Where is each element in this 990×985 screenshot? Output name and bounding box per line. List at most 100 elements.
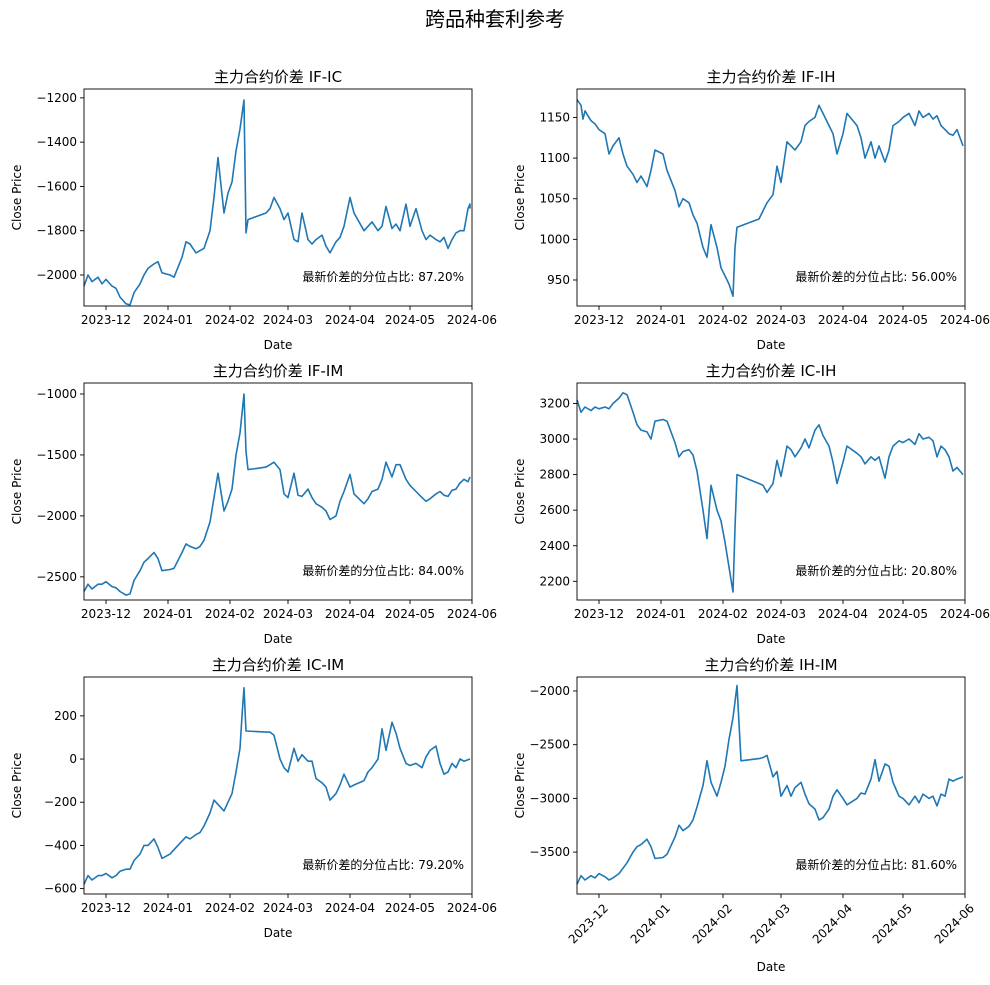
y-axis-label: Close Price [10, 165, 24, 231]
y-tick-label: 1100 [539, 151, 570, 165]
axes-frame [576, 676, 966, 895]
y-tick-label: −1600 [36, 179, 77, 193]
subplot-title: 主力合约价差 IH-IM [704, 656, 837, 674]
x-tick-label: 2024-04 [818, 607, 868, 621]
x-tick-label: 2024-03 [263, 607, 313, 621]
x-tick-label: 2024-01 [143, 901, 193, 915]
y-tick-label: 2600 [539, 503, 570, 517]
subplot-1: −2000 −1800 −1600 −1400 −1200 2023-12 2024-01 2… [10, 68, 497, 352]
x-tick-label: 2024-02 [698, 313, 748, 327]
x-tick-label: 2024-06 [940, 313, 990, 327]
subplot-5: −600 −400 −200 0 200 2023-12 2024-01 2024-02 202… [10, 656, 497, 940]
x-tick-label: 2023-12 [81, 313, 131, 327]
y-tick-label: 1050 [539, 192, 570, 206]
x-tick-label: 2024-04 [325, 313, 375, 327]
x-tick-label: 2024-05 [385, 607, 435, 621]
x-tick-label: 2024-06 [447, 607, 497, 621]
y-axis-label: Close Price [513, 165, 527, 231]
percentile-annotation: 最新价差的分位占比: 20.80% [795, 563, 957, 578]
figure-title: 跨品种套利参考 [425, 7, 565, 31]
y-tick-label: −1500 [36, 448, 77, 462]
axes-frame [83, 382, 473, 601]
y-tick-label: 200 [54, 709, 77, 723]
subplot-title: 主力合约价差 IC-IH [706, 362, 837, 380]
x-tick-label: 2023-12 [81, 901, 131, 915]
x-tick-label: 2023-12 [574, 607, 624, 621]
percentile-annotation: 最新价差的分位占比: 87.20% [302, 269, 464, 284]
x-axis-label: Date [757, 632, 786, 646]
x-tick-label: 2024-01 [636, 313, 686, 327]
x-tick-label: 2024-04 [818, 313, 868, 327]
percentile-annotation: 最新价差的分位占比: 81.60% [795, 857, 957, 872]
y-axis-label: Close Price [513, 459, 527, 525]
x-tick-label: 2024-03 [263, 313, 313, 327]
subplot-title: 主力合约价差 IF-IC [214, 68, 342, 86]
x-tick-label: 2024-03 [756, 313, 806, 327]
y-tick-label: 950 [547, 273, 570, 287]
x-tick-label: 2024-01 [143, 313, 193, 327]
x-axis-label: Date [264, 926, 293, 940]
y-axis-label: Close Price [513, 753, 527, 819]
y-tick-label: 2200 [539, 574, 570, 588]
x-tick-label: 2023-12 [81, 607, 131, 621]
axes-frame [83, 88, 473, 307]
y-tick-label: 1000 [539, 232, 570, 246]
percentile-annotation: 最新价差的分位占比: 56.00% [795, 269, 957, 284]
x-tick-label: 2024-02 [205, 901, 255, 915]
y-tick-label: −2000 [36, 509, 77, 523]
axes-frame [576, 88, 966, 307]
x-axis-label: Date [264, 632, 293, 646]
y-tick-label: −3500 [529, 845, 570, 859]
x-tick-label: 2024-05 [385, 313, 435, 327]
y-axis-label: Close Price [10, 753, 24, 819]
series-line-1 [576, 99, 964, 297]
x-axis-label: Date [757, 338, 786, 352]
x-axis-label: Date [264, 338, 293, 352]
series-line-1 [576, 392, 964, 593]
series-line-1 [83, 687, 471, 885]
subplot-title: 主力合约价差 IC-IM [212, 656, 344, 674]
y-tick-label: −2500 [36, 570, 77, 584]
subplot-title: 主力合约价差 IF-IH [707, 68, 836, 86]
y-tick-label: −2000 [36, 268, 77, 282]
axes-frame [83, 676, 473, 895]
x-tick-label: 2024-05 [385, 901, 435, 915]
y-axis-label: Close Price [10, 459, 24, 525]
subplot-3: −2500 −2000 −1500 −1000 2023-12 2024-01 2024-0… [10, 362, 497, 646]
x-tick-label: 2024-03 [263, 901, 313, 915]
series-line-1 [576, 684, 964, 885]
x-tick-label: 2024-01 [143, 607, 193, 621]
y-tick-label: −200 [44, 795, 77, 809]
y-tick-label: 2400 [539, 539, 570, 553]
x-tick-label: 2024-02 [205, 607, 255, 621]
x-axis-label: Date [757, 960, 786, 974]
y-tick-label: −2500 [529, 738, 570, 752]
percentile-annotation: 最新价差的分位占比: 84.00% [302, 563, 464, 578]
y-tick-label: −1200 [36, 91, 77, 105]
percentile-annotation: 最新价差的分位占比: 79.20% [302, 857, 464, 872]
x-tick-label: 2024-02 [698, 607, 748, 621]
y-tick-label: −1000 [36, 387, 77, 401]
axes-frame [576, 382, 966, 601]
x-tick-label: 2024-04 [325, 607, 375, 621]
x-tick-label: 2024-05 [878, 607, 928, 621]
y-tick-label: −2000 [529, 684, 570, 698]
y-tick-label: −3000 [529, 791, 570, 805]
x-tick-label: 2023-12 [574, 313, 624, 327]
y-tick-label: 2800 [539, 468, 570, 482]
y-tick-label: −400 [44, 838, 77, 852]
subplot-4: 2200 2400 2600 2800 3000 3200 2023-12 2024-01 20… [513, 362, 990, 646]
x-tick-label: 2024-01 [636, 607, 686, 621]
x-tick-label: 2024-05 [878, 313, 928, 327]
x-tick-label: 2024-06 [447, 313, 497, 327]
y-tick-label: 0 [69, 752, 77, 766]
series-line-1 [83, 99, 471, 306]
y-tick-label: 3200 [539, 396, 570, 410]
x-tick-label: 2024-06 [940, 607, 990, 621]
y-tick-label: 3000 [539, 432, 570, 446]
x-tick-label: 2024-03 [756, 607, 806, 621]
series-line-1 [83, 393, 471, 596]
y-tick-label: 1150 [539, 110, 570, 124]
